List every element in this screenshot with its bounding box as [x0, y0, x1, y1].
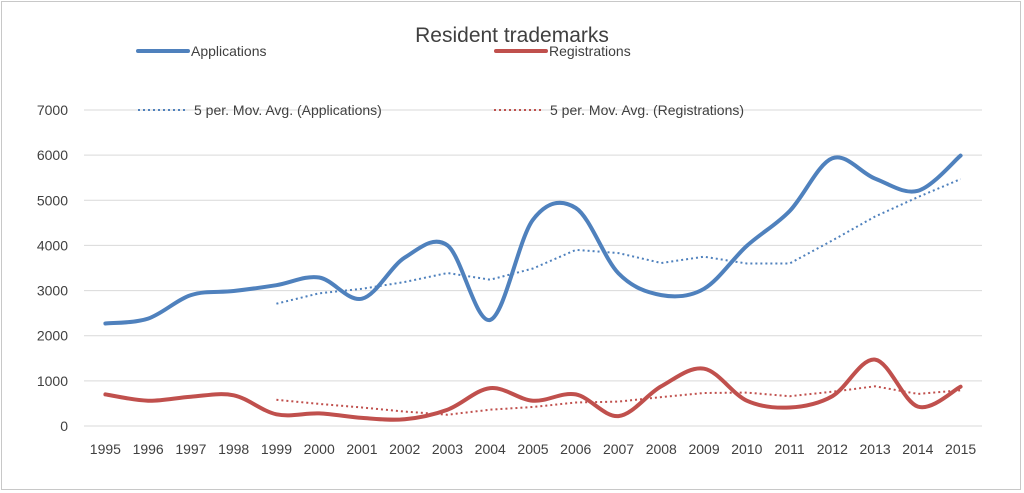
x-tick-label: 2003	[432, 441, 463, 457]
gridlines	[84, 109, 982, 427]
x-tick-label: 2008	[646, 441, 677, 457]
legend-item-applications: Applications	[136, 43, 267, 59]
x-tick-label: 1995	[90, 441, 121, 457]
y-axis: 0 1000 2000 3000 4000 5000 6000 7000	[37, 102, 68, 434]
x-tick-label: 2000	[304, 441, 335, 457]
y-tick-label: 3000	[37, 283, 68, 299]
series-line-registrations	[103, 357, 963, 422]
y-tick-label: 2000	[37, 328, 68, 344]
y-tick-label: 5000	[37, 192, 68, 208]
legend-item-mov-avg-registrations: 5 per. Mov. Avg. (Registrations)	[494, 102, 744, 118]
series-line-5-per-mov-avg-registrations	[276, 385, 961, 416]
legend-label-applications: Applications	[191, 43, 267, 59]
x-tick-label: 2012	[817, 441, 848, 457]
x-tick-label: 2006	[560, 441, 591, 457]
x-tick-label: 2001	[346, 441, 377, 457]
legend-label-mov-avg-applications: 5 per. Mov. Avg. (Applications)	[194, 102, 382, 118]
legend-label-registrations: Registrations	[549, 43, 631, 59]
series-layer	[103, 153, 963, 422]
x-tick-label: 2013	[860, 441, 891, 457]
legend-item-mov-avg-applications: 5 per. Mov. Avg. (Applications)	[138, 102, 382, 118]
y-tick-label: 1000	[37, 373, 68, 389]
y-tick-label: 0	[60, 418, 68, 434]
y-tick-label: 6000	[37, 147, 68, 163]
x-tick-label: 2015	[945, 441, 976, 457]
x-tick-label: 2011	[775, 441, 805, 457]
series-line-5-per-mov-avg-applications	[276, 178, 961, 305]
x-tick-label: 1996	[133, 441, 164, 457]
y-tick-label: 7000	[37, 102, 68, 118]
legend: Applications Registrations 5 per. Mov. A…	[136, 43, 744, 118]
x-tick-label: 2010	[731, 441, 762, 457]
y-tick-label: 4000	[37, 237, 68, 253]
legend-item-registrations: Registrations	[494, 43, 631, 59]
x-tick-label: 2002	[389, 441, 420, 457]
x-tick-label: 1999	[261, 441, 292, 457]
x-tick-label: 2014	[902, 441, 933, 457]
x-tick-label: 1997	[175, 441, 206, 457]
x-tick-label: 2004	[475, 441, 506, 457]
chart-title: Resident trademarks	[415, 24, 609, 47]
x-tick-label: 2009	[688, 441, 719, 457]
legend-label-mov-avg-registrations: 5 per. Mov. Avg. (Registrations)	[550, 102, 744, 118]
x-tick-label: 2005	[517, 441, 548, 457]
series-line-applications	[103, 153, 963, 326]
x-tick-label: 2007	[603, 441, 634, 457]
x-axis: 1995 1996 1997 1998 1999 2000 2001 2002 2003 2004…	[90, 441, 977, 457]
x-tick-label: 1998	[218, 441, 249, 457]
